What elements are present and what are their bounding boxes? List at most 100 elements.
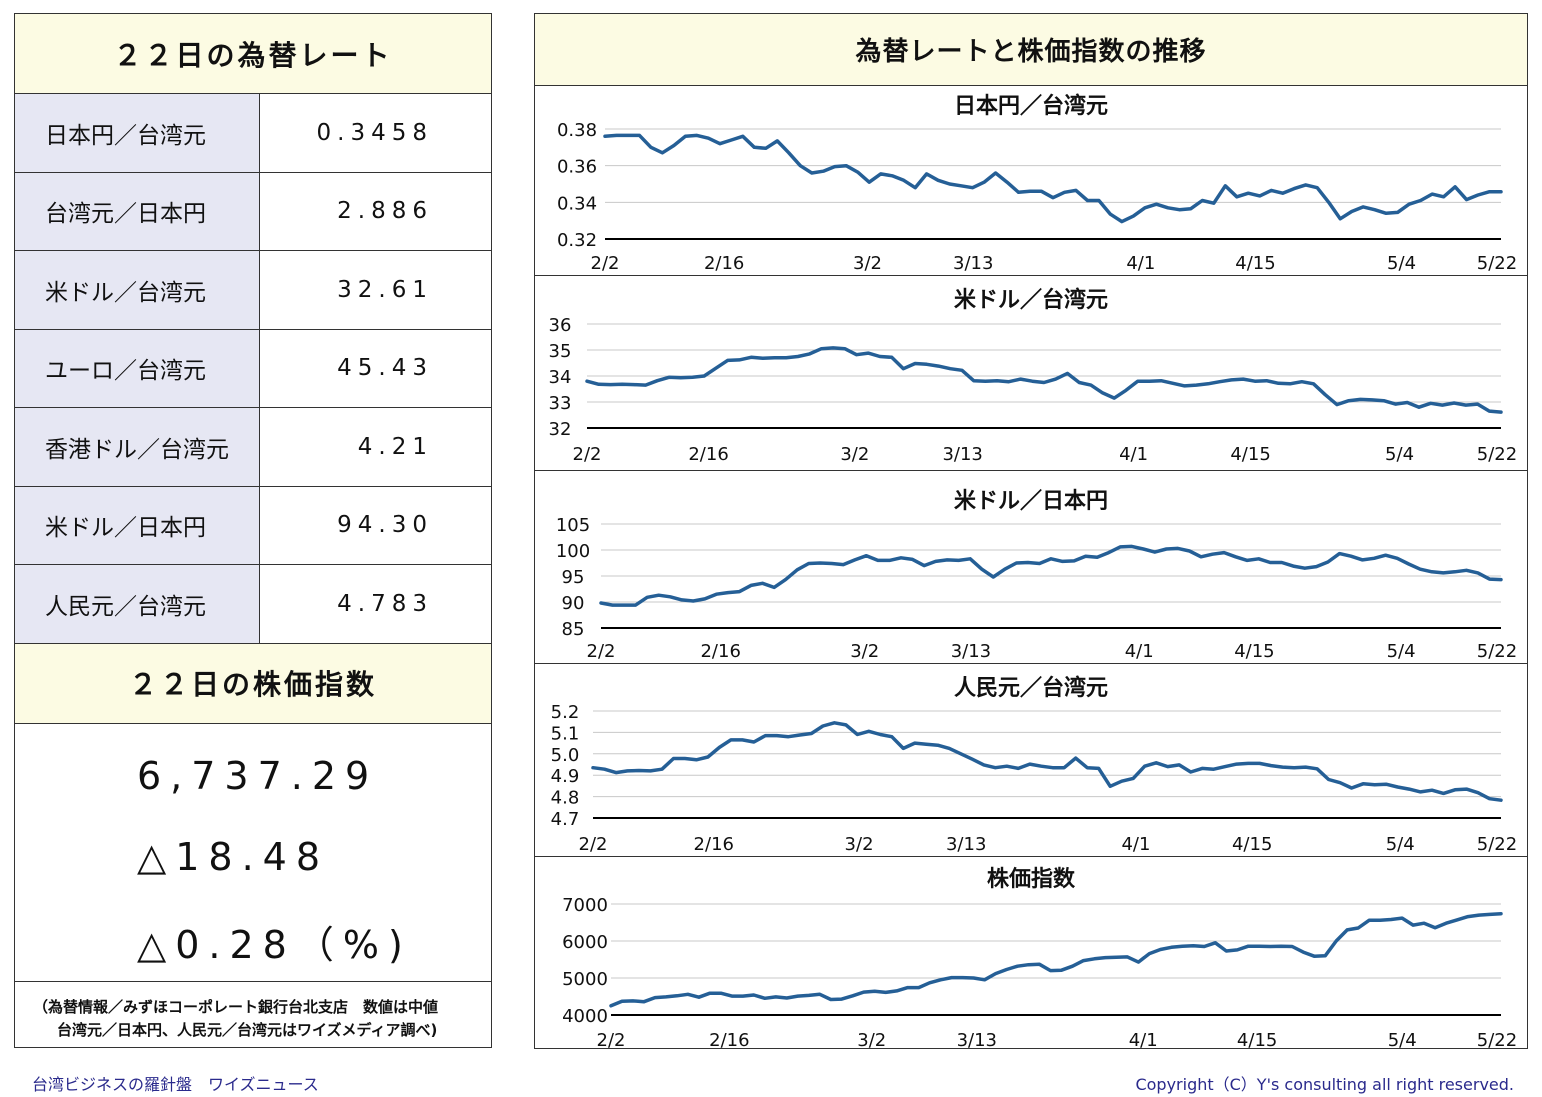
rates-panel: ２２日の為替レート 日本円／台湾元 0.3458 台湾元／日本円 2.886 米… <box>14 13 492 1048</box>
x-tick-label: 4/1 <box>1125 641 1154 662</box>
y-tick-label: 35 <box>549 341 572 362</box>
footer-copyright: Copyright（C）Y's consulting all right res… <box>1135 1075 1514 1094</box>
y-tick-label: 4.7 <box>551 809 580 830</box>
rate-row: 米ドル／日本円 94.30 <box>15 486 491 565</box>
rate-label: 台湾元／日本円 <box>15 172 260 250</box>
series-line <box>591 721 1503 802</box>
rate-row: 米ドル／台湾元 32.61 <box>15 251 491 330</box>
note-line-2: 台湾元／日本円、人民元／台湾元はワイズメディア調べ) <box>57 1021 438 1039</box>
x-tick-label: 4/15 <box>1235 253 1275 274</box>
x-tick-label: 4/15 <box>1230 444 1270 465</box>
x-tick-label: 5/4 <box>1387 641 1416 662</box>
y-tick-label: 4000 <box>562 1006 608 1027</box>
y-tick-label: 5.2 <box>551 702 580 723</box>
x-tick-label: 3/13 <box>942 444 982 465</box>
rate-row: 日本円／台湾元 0.3458 <box>15 94 491 173</box>
x-tick-label: 4/1 <box>1121 834 1150 855</box>
y-tick-label: 7000 <box>562 895 608 916</box>
x-tick-label: 3/13 <box>946 834 986 855</box>
chart-title: 米ドル／台湾元 <box>953 288 1108 313</box>
chart-stock-index: 4000 5000 6000 7000 2/2 2/16 3/2 3/13 4/1 4/15 5/4… <box>562 895 1517 1048</box>
chart-panel-usd-twd: 32 33 34 35 36 2/2 2/16 3/2 3/13 4/1 4/15 5/4 5/22 米… <box>535 276 1527 471</box>
x-tick-label: 2/2 <box>587 641 616 662</box>
rate-value: 94.30 <box>337 512 433 539</box>
note-line-1: （為替情報／みずほコーポレート銀行台北支店 数値は中値 <box>33 998 439 1016</box>
x-tick-label: 4/1 <box>1126 253 1155 274</box>
chart-cny-twd: 4.74.84.95.05.15.2 2/2 2/16 3/2 3/13 4/1 4/15 5… <box>551 702 1518 855</box>
rate-value: 45.43 <box>337 355 433 382</box>
y-tick-label: 85 <box>562 619 585 640</box>
y-tick-label: 33 <box>549 393 572 414</box>
chart-title: 米ドル／日本円 <box>953 489 1108 514</box>
x-tick-label: 3/13 <box>953 253 993 274</box>
x-tick-label: 5/4 <box>1386 834 1415 855</box>
chart-panel-usd-jpy: 85 90 95 100 105 2/2 2/16 3/2 3/13 4/1 4/15 5/4 5/22… <box>535 471 1527 664</box>
chart-title: 人民元／台湾元 <box>953 676 1108 701</box>
chart-panel-cny-twd: 4.7 4.8 4.9 5.0 5.1 5.2 2/2 2/16 3/2 3/13 4/1 4/15 5… <box>535 664 1527 857</box>
rate-label: 米ドル／日本円 <box>15 486 260 564</box>
y-tick-label: 5.1 <box>551 723 580 744</box>
x-tick-label: 2/2 <box>579 834 608 855</box>
stock-index: 6,737.29 <box>137 754 379 798</box>
x-tick-label: 4/15 <box>1234 641 1274 662</box>
charts-panel: 為替レートと株価指数の推移 0.32 0.34 0.36 0.38 2/2 2/16 3/2… <box>534 13 1528 1049</box>
x-tick-label: 4/1 <box>1119 444 1148 465</box>
series-line <box>585 346 1503 414</box>
chart-panel-jpy-twd: 0.32 0.34 0.36 0.38 2/2 2/16 3/2 3/13 4/1 4/15 5/4… <box>535 86 1527 276</box>
y-tick-label: 6000 <box>562 932 608 953</box>
x-tick-label: 5/22 <box>1477 444 1517 465</box>
stock-change-pct: △0.28（%) <box>137 923 412 967</box>
series-line <box>599 544 1503 607</box>
x-tick-label: 3/2 <box>853 253 882 274</box>
x-tick-label: 2/16 <box>704 253 744 274</box>
chart-title: 日本円／台湾元 <box>953 94 1108 119</box>
y-tick-label: 32 <box>549 419 572 440</box>
y-tick-label: 95 <box>562 567 585 588</box>
rate-row: 台湾元／日本円 2.886 <box>15 172 491 251</box>
x-tick-label: 2/16 <box>709 1030 749 1048</box>
x-tick-label: 3/2 <box>850 641 879 662</box>
y-tick-label: 5000 <box>562 969 608 990</box>
y-tick-label: 0.36 <box>557 157 597 178</box>
rate-value: 4.21 <box>357 433 433 460</box>
x-tick-label: 4/1 <box>1129 1030 1158 1048</box>
rate-row: ユーロ／台湾元 45.43 <box>15 329 491 408</box>
stock-change: △18.48 <box>137 835 330 879</box>
y-tick-label: 90 <box>562 593 585 614</box>
rate-value: 4.783 <box>337 590 433 617</box>
rates-title: ２２日の為替レート <box>15 14 491 94</box>
y-tick-label: 4.8 <box>551 788 580 809</box>
x-tick-label: 4/15 <box>1232 834 1272 855</box>
charts-title: 為替レートと株価指数の推移 <box>535 14 1527 86</box>
x-tick-label: 3/2 <box>845 834 874 855</box>
chart-jpy-twd: 0.32 0.34 0.36 0.38 2/2 2/16 3/2 3/13 4/1 4/15 5/4… <box>557 120 1517 274</box>
rate-label: 米ドル／台湾元 <box>15 251 260 329</box>
x-tick-label: 3/2 <box>857 1030 886 1048</box>
y-tick-label: 100 <box>556 541 590 562</box>
rate-label: 人民元／台湾元 <box>15 565 260 643</box>
rate-label: ユーロ／台湾元 <box>15 329 260 407</box>
x-tick-label: 2/16 <box>700 641 740 662</box>
y-tick-label: 34 <box>549 367 572 388</box>
x-tick-label: 2/2 <box>597 1030 626 1048</box>
y-tick-label: 0.38 <box>557 120 597 141</box>
y-tick-label: 5.0 <box>551 745 580 766</box>
rate-label: 日本円／台湾元 <box>15 94 260 172</box>
rate-row: 香港ドル／台湾元 4.21 <box>15 408 491 487</box>
rate-row: 人民元／台湾元 4.783 <box>15 565 491 644</box>
chart-usd-jpy: 85 90 95 100 105 2/2 2/16 3/2 3/13 4/1 4/15 5/4 5/22 <box>556 515 1517 662</box>
rate-value: 2.886 <box>337 198 433 225</box>
x-tick-label: 3/13 <box>957 1030 997 1048</box>
y-tick-label: 0.34 <box>557 193 597 214</box>
x-tick-label: 2/2 <box>573 444 602 465</box>
y-tick-label: 4.9 <box>551 766 580 787</box>
x-tick-label: 5/22 <box>1477 253 1517 274</box>
y-tick-label: 0.32 <box>557 230 597 251</box>
rate-value: 32.61 <box>337 276 433 303</box>
rate-label: 香港ドル／台湾元 <box>15 408 260 486</box>
chart-title: 株価指数 <box>986 867 1075 892</box>
footer-brand: 台湾ビジネスの羅針盤 ワイズニュース <box>32 1075 319 1094</box>
x-tick-label: 5/4 <box>1385 444 1414 465</box>
x-tick-label: 3/2 <box>840 444 869 465</box>
x-tick-label: 5/22 <box>1477 641 1517 662</box>
